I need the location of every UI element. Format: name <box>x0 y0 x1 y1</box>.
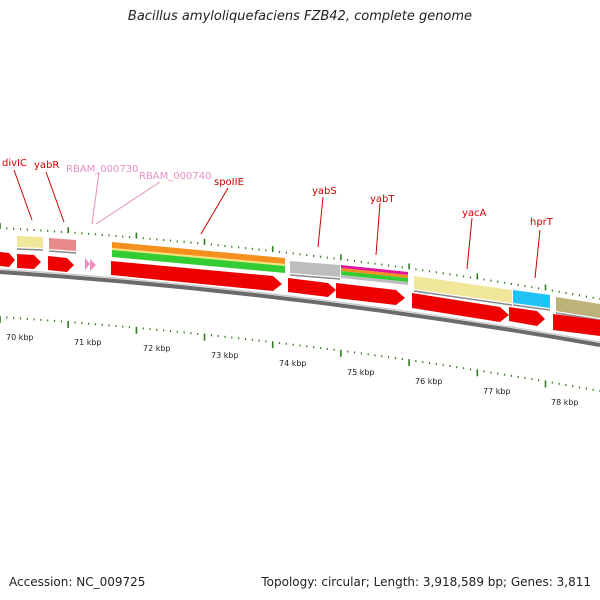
gene-label-rbam-000740[interactable]: RBAM_000740 <box>139 171 211 182</box>
cog-bar-next[interactable] <box>556 297 600 318</box>
gene-label-hprt[interactable]: hprT <box>530 217 554 228</box>
cds-arrow-row <box>0 252 600 336</box>
cog-bar-yabt-magenta[interactable] <box>341 265 408 275</box>
pseudo-arrow[interactable] <box>85 258 90 270</box>
topology-text: Topology: circular; Length: 3,918,589 bp… <box>261 575 591 589</box>
cds-arrow[interactable] <box>48 256 74 272</box>
cog-bar-yabt-green[interactable] <box>341 271 408 282</box>
gene-label-divic[interactable]: divIC <box>2 158 27 169</box>
accession-text: Accession: NC_009725 <box>9 575 146 589</box>
scale-label: 72 kbp <box>143 344 171 353</box>
outer-tick-marks <box>0 223 600 300</box>
cog-bar-row <box>17 236 600 318</box>
gene-label-yabr[interactable]: yabR <box>34 160 59 171</box>
cds-arrow[interactable] <box>553 314 600 336</box>
gene-labels: divIC yabR RBAM_000730 RBAM_000740 spoII… <box>2 158 554 228</box>
scale-label: 78 kbp <box>551 398 579 407</box>
scale-label: 73 kbp <box>211 351 239 360</box>
cds-arrow[interactable] <box>0 252 15 267</box>
genome-backbone <box>0 270 600 347</box>
scale-label: 70 kbp <box>6 333 34 342</box>
cds-arrow-hprt[interactable] <box>509 307 545 326</box>
cog-bar-spoiie-green[interactable] <box>112 250 285 273</box>
cog-bar-hprt[interactable] <box>513 290 550 308</box>
scale-label: 75 kbp <box>347 368 375 377</box>
leader-lines <box>13 169 541 279</box>
cds-arrow-yabs[interactable] <box>288 278 336 297</box>
cds-arrow[interactable] <box>17 254 41 269</box>
genome-backbone-highlight <box>0 268 600 343</box>
scale-labels: 70 kbp 71 kbp 72 kbp 73 kbp 74 kbp 75 kb… <box>6 333 579 407</box>
cog-bar-spoiie-orange[interactable] <box>112 242 285 264</box>
cog-bar-spoiie-yellow[interactable] <box>112 248 285 266</box>
cds-arrow-spoiie[interactable] <box>111 261 282 291</box>
gene-label-yabt[interactable]: yabT <box>370 194 395 205</box>
gene-label-rbam-000730[interactable]: RBAM_000730 <box>66 164 138 175</box>
pseudo-arrow[interactable] <box>90 259 96 271</box>
gene-label-yabs[interactable]: yabS <box>312 186 337 197</box>
scale-label: 77 kbp <box>483 387 511 396</box>
cds-arrow-yaca[interactable] <box>412 293 509 322</box>
scale-label: 71 kbp <box>74 338 102 347</box>
cds-arrow-yabt[interactable] <box>336 283 405 305</box>
bar-shadows <box>16 248 600 321</box>
cog-bar-divic[interactable] <box>17 236 43 248</box>
gene-label-yaca[interactable]: yacA <box>462 208 487 219</box>
cog-bar-yaca[interactable] <box>414 276 512 303</box>
cog-bar-yabs[interactable] <box>290 261 340 277</box>
cog-bar-yabt-grey[interactable] <box>341 275 408 285</box>
map-title: Bacillus amyloliquefaciens FZB42, comple… <box>127 9 473 24</box>
scale-label: 74 kbp <box>279 359 307 368</box>
cog-bar-yabt-orange[interactable] <box>341 268 408 278</box>
scale-label: 76 kbp <box>415 377 443 386</box>
cog-bar-yabr[interactable] <box>49 238 76 251</box>
gene-label-spoiie[interactable]: spoIIE <box>214 177 244 188</box>
inner-tick-marks <box>0 316 600 392</box>
